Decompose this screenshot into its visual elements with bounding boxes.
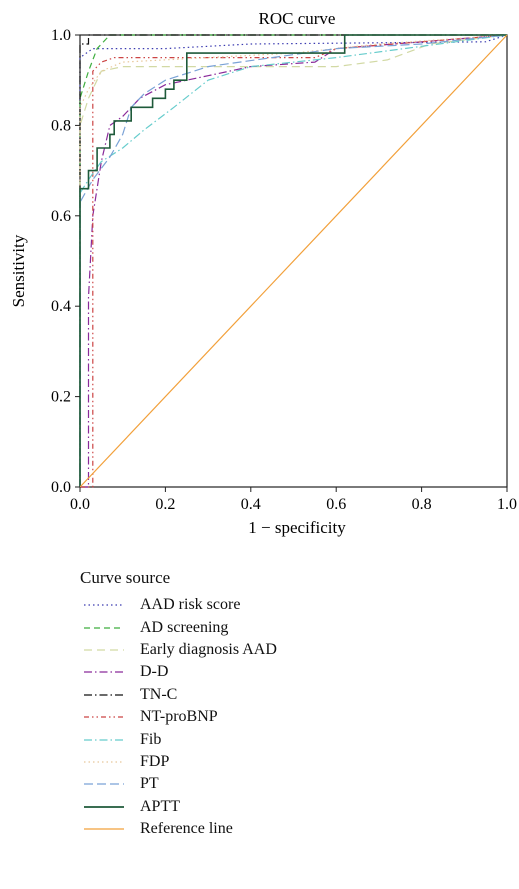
legend-swatch <box>84 626 124 629</box>
chart-title: ROC curve <box>259 9 336 28</box>
series-line-aptt <box>79 34 507 487</box>
series-line-ad-screening <box>79 34 507 487</box>
legend-items: AAD risk score AD screening Early diagnosi… <box>80 594 510 840</box>
legend-title: Curve source <box>80 568 171 587</box>
legend-swatch <box>84 671 124 674</box>
legend-label: FDP <box>140 752 170 770</box>
legend-swatch <box>84 738 124 741</box>
series-line-nt-probnp <box>80 34 508 488</box>
y-tick-label: 0.4 <box>51 298 71 315</box>
legend-item-fib: Fib <box>80 728 510 750</box>
legend-label: Early diagnosis AAD <box>140 640 277 658</box>
y-tick-label: 0.0 <box>51 479 71 496</box>
legend-label: AD screening <box>140 618 229 636</box>
series-line-aad-risk-score <box>79 34 508 487</box>
legend-label: AAD risk score <box>140 596 241 614</box>
legend-swatch <box>84 694 124 696</box>
legend-swatch <box>84 761 124 763</box>
x-axis-label: 1 − specificity <box>248 518 346 537</box>
y-axis: 0.0 0.2 0.4 0.6 0.8 1.0 <box>51 27 80 496</box>
legend-label: Reference line <box>140 820 233 838</box>
series-line-reference-line <box>79 34 508 488</box>
plot-area <box>79 34 508 488</box>
y-axis-label: Sensitivity <box>9 234 28 307</box>
y-tick-label: 0.8 <box>51 117 71 134</box>
legend-label: TN-C <box>140 685 178 703</box>
legend-swatch <box>84 649 124 651</box>
series-layer <box>79 34 508 488</box>
x-tick-label: 0.2 <box>155 496 175 513</box>
legend-swatch <box>84 828 124 830</box>
legend-item-fdp: FDP <box>80 751 510 773</box>
y-tick-label: 1.0 <box>51 27 71 44</box>
x-tick-label: 0.4 <box>241 496 261 513</box>
series-line-pt <box>79 34 508 487</box>
legend-item-aad-risk-score: AAD risk score <box>80 594 510 616</box>
legend-item-nt-probnp: NT-proBNP <box>80 706 510 728</box>
legend-label: APTT <box>140 797 180 815</box>
legend-item-early-diagnosis-aad: Early diagnosis AAD <box>80 639 510 661</box>
legend: Curve source AAD risk score AD screening E… <box>80 568 510 840</box>
legend-label: Fib <box>140 730 162 748</box>
legend-item-d-d: D-D <box>80 661 510 683</box>
legend-item-pt: PT <box>80 773 510 795</box>
roc-chart: ROC curve 0.0 0.2 0.4 0.6 0.8 1.0 0.00.20.40.… <box>9 9 517 537</box>
x-axis: 0.0 0.2 0.4 0.6 0.8 1.0 <box>70 487 517 513</box>
legend-item-aptt: APTT <box>80 796 510 818</box>
legend-swatch <box>84 716 124 718</box>
y-tick-label: 0.2 <box>51 389 71 406</box>
legend-label: PT <box>140 775 159 793</box>
series-line-early-diagnosis-aad <box>79 34 508 487</box>
legend-swatch <box>84 783 124 785</box>
x-tick-label: 0.0 <box>70 496 90 513</box>
legend-item-ad-screening: AD screening <box>80 616 510 638</box>
legend-label: NT-proBNP <box>140 708 218 726</box>
legend-item-reference-line: Reference line <box>80 818 510 840</box>
legend-swatch <box>84 604 124 606</box>
x-tick-label: 1.0 <box>497 496 517 513</box>
legend-item-tn-c: TN-C <box>80 684 510 706</box>
legend-label: D-D <box>140 663 169 681</box>
x-tick-label: 0.8 <box>412 496 432 513</box>
x-tick-label: 0.6 <box>326 496 346 513</box>
legend-swatch <box>84 805 124 808</box>
y-tick-label: 0.6 <box>51 208 71 225</box>
